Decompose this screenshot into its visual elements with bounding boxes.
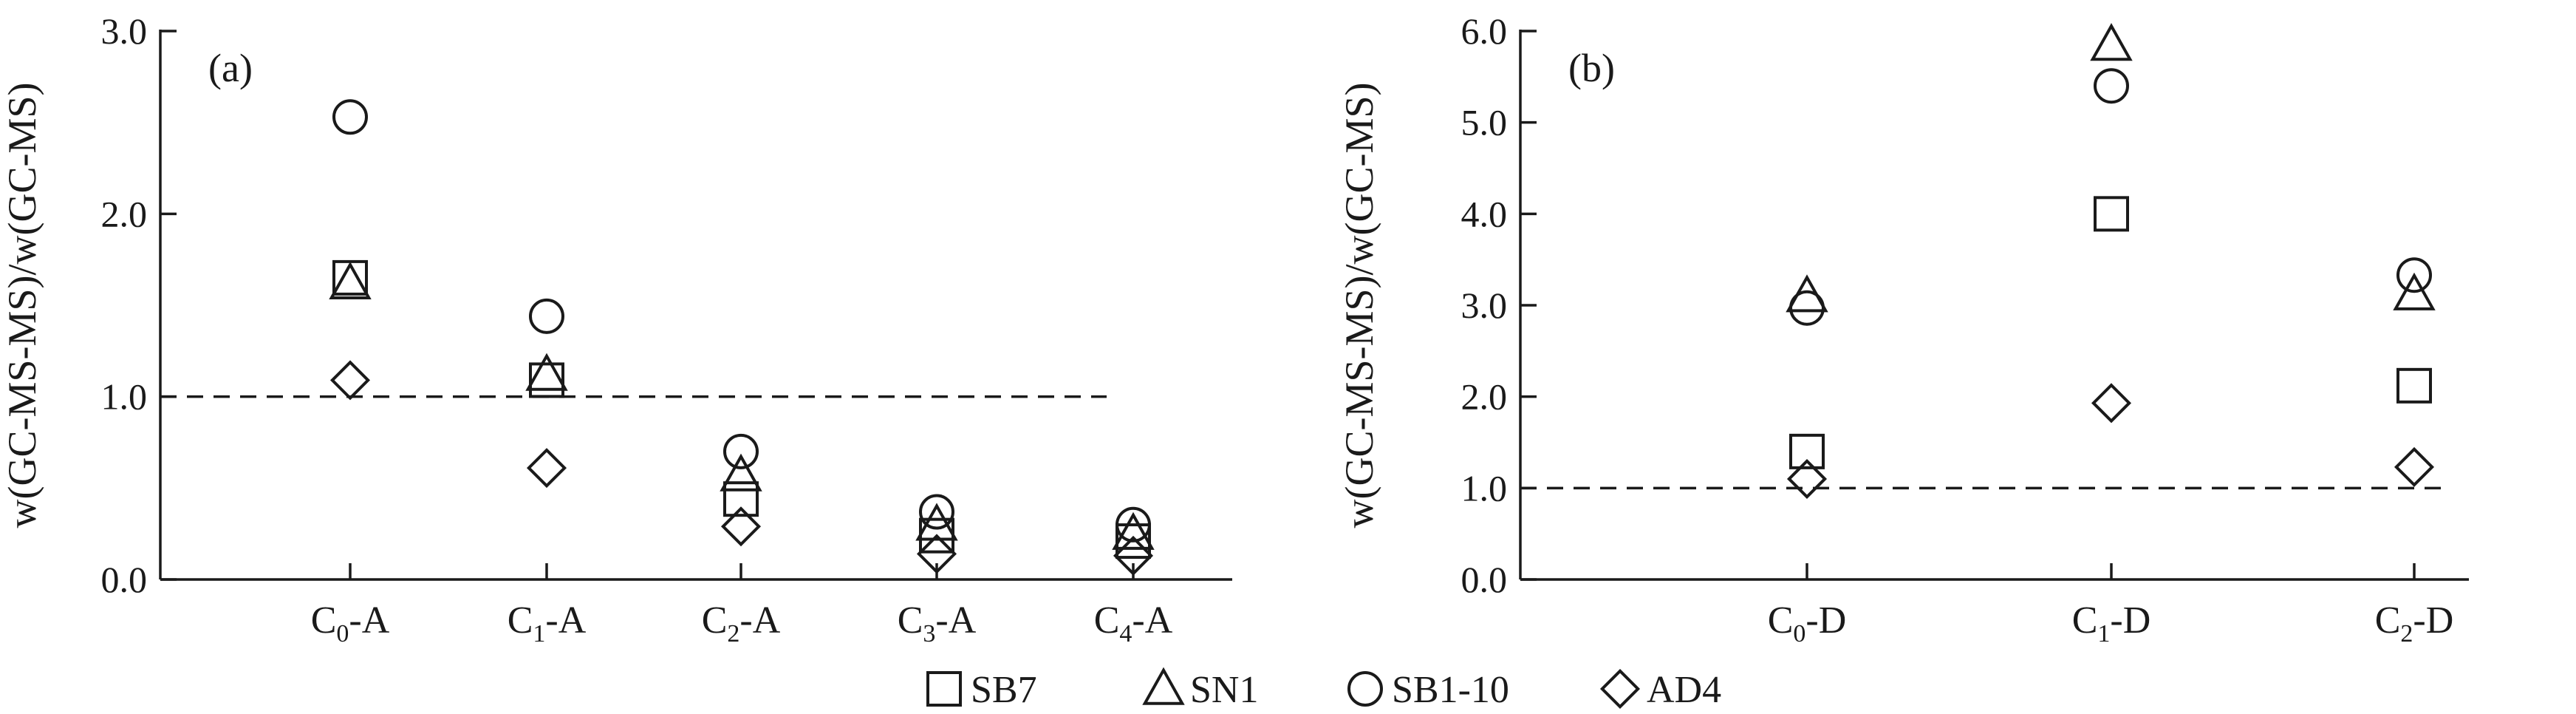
panel-b-point-sb7 [2094,196,2129,232]
panel-a-point-ad4 [526,448,567,489]
panel-b-point-sb1-10 [1789,290,1825,326]
panel-b-y-tick-label: 6.0 [1461,10,1508,52]
legend-label: SN1 [1190,669,1258,711]
panel-b-y-tick-label: 0.0 [1461,559,1508,600]
panel-b-point-ad4 [1786,458,1828,499]
panel-b-y-axis-label: w(GC-MS-MS)/w(GC-MS) [1337,82,1381,528]
panel-a-point-ad4 [329,360,371,401]
panel-b-y-tick-label: 5.0 [1461,102,1508,143]
panel-b-y-tick-label: 4.0 [1461,193,1508,234]
panel-a-point-sn1 [720,453,762,492]
panel-a-point-sb1-10 [332,99,368,135]
panel-b-point-sn1 [2090,23,2133,61]
panel-a-point-sb1-10 [919,494,954,530]
panel-a-y-tick-label: 1.0 [101,376,148,418]
panel-b-y-tick-label: 2.0 [1461,376,1508,418]
panel-b-x-tick-label: C2-D [2375,599,2454,647]
panel-b-point-sb1-10 [2094,68,2129,104]
panel-a-x-tick-label: C4-A [1094,599,1173,647]
panel-b-panel-label: (b) [1568,46,1615,90]
panel-a-chart: 0.0 1.0 2.0 3.0 C0-A C1-A C2-A C3-A C4-A (a) w(GC-… [0,10,1232,647]
panel-b-point-ad4 [2091,383,2132,424]
panel-a-y-tick-label: 0.0 [101,559,148,600]
panel-a-point-sb7 [332,259,368,296]
legend-square-icon [926,671,962,707]
panel-a-point-sb1-10 [529,298,564,334]
legend-triangle-icon [1142,667,1185,705]
panel-a-y-tick-label: 2.0 [101,193,148,234]
panel-b-y-tick-label: 3.0 [1461,285,1508,326]
legend-diamond-icon [1599,668,1641,710]
panel-a-x-tick-label: C3-A [898,599,977,647]
panel-a-x-tick-label: C2-A [702,599,781,647]
panel-a-point-ad4 [916,534,957,574]
panel-a-panel-label: (a) [208,46,253,90]
panel-b-point-sb7 [1789,433,1825,469]
panel-a-point-sn1 [915,503,958,541]
panel-a-point-sb7 [529,362,564,398]
panel-a-point-sn1 [1112,511,1155,550]
panel-b-x-tick-label: C1-D [2072,599,2151,647]
legend-label: AD4 [1647,669,1721,711]
panel-a-point-sb1-10 [1116,506,1151,543]
panel-a-y-tick-label: 3.0 [101,10,148,52]
panel-b-y-tick-label: 1.0 [1461,467,1508,509]
panel-a-x-tick-label: C0-A [311,599,390,647]
panel-a-point-sn1 [525,353,568,391]
panel-b-chart: 0.0 1.0 2.0 3.0 4.0 5.0 6.0 C0-D C1-D C2-D (b) w(GC… [1337,10,2469,647]
panel-b-point-sn1 [2393,272,2436,310]
panel-b-point-sb1-10 [2396,257,2432,293]
panel-a-point-sb7 [723,481,759,517]
panel-a-y-axis-label: w(GC-MS-MS)/w(GC-MS) [0,82,44,528]
panel-b-point-sn1 [1786,274,1828,313]
legend-label: SB1-10 [1392,669,1509,711]
panel-a-x-tick-label: C1-A [508,599,587,647]
legend-label: SB7 [971,669,1037,711]
panel-a-point-ad4 [720,506,762,547]
panel-b-point-ad4 [2394,446,2435,487]
legend: SB7 SN1 SB1-10 AD4 [926,667,1721,711]
panel-a-point-ad4 [1113,535,1154,576]
panel-b-point-sb7 [2396,367,2432,404]
panel-a-point-sb1-10 [723,433,759,469]
panel-b-x-tick-label: C0-D [1768,599,1847,647]
legend-circle-icon [1347,671,1383,707]
panel-a-point-sn1 [329,261,372,300]
